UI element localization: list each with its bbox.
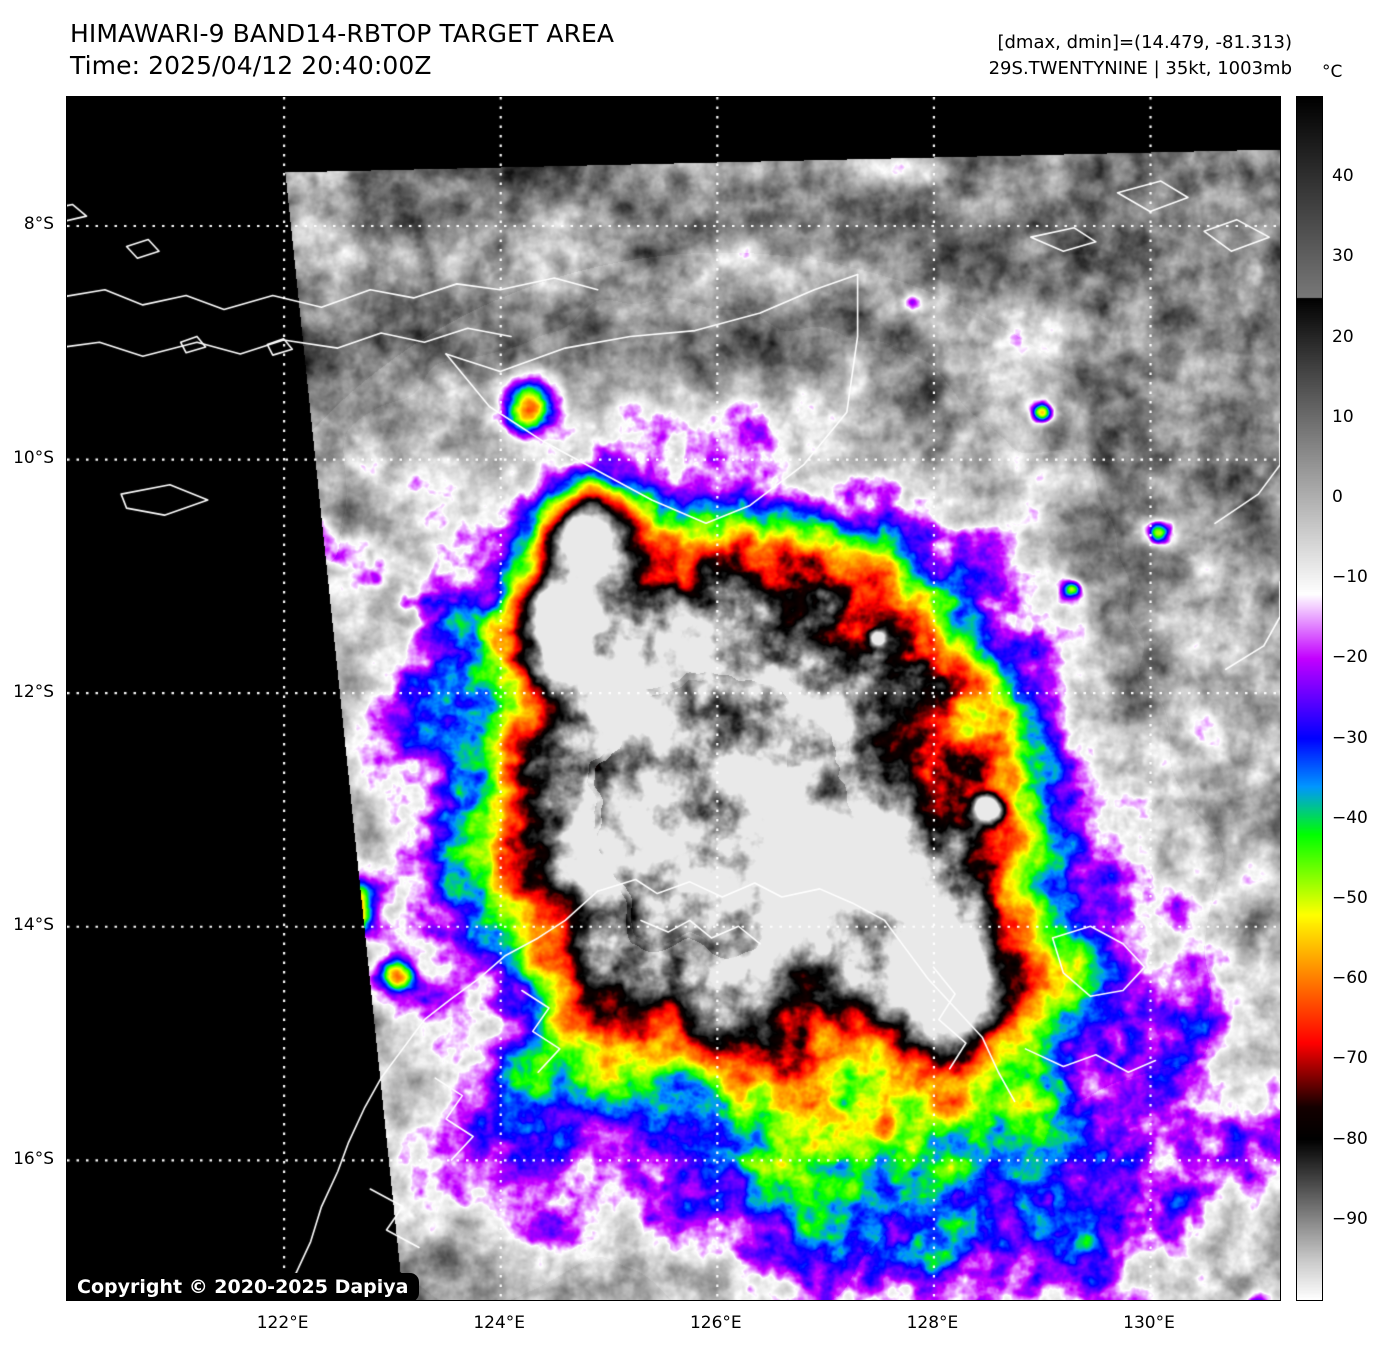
y-tick-label: 14°S	[13, 915, 54, 936]
x-tick-label: 126°E	[689, 1313, 742, 1333]
y-tick-label: 10°S	[13, 448, 54, 469]
copyright-badge: Copyright © 2020-2025 Dapiya	[67, 1273, 420, 1300]
map-gridlines-canvas	[67, 97, 1280, 1300]
colorbar-tick-label: 30	[1332, 246, 1354, 267]
colorbar-tick-label: −70	[1332, 1048, 1368, 1069]
colorbar-tick-label: −60	[1332, 968, 1368, 989]
x-tick-label: 122°E	[256, 1313, 309, 1333]
title-block: HIMAWARI-9 BAND14-RBTOP TARGET AREA Time…	[70, 18, 614, 82]
colorbar-tick-label: 20	[1332, 326, 1354, 347]
y-tick-label: 8°S	[23, 214, 54, 235]
colorbar-tick-label: 0	[1332, 487, 1343, 507]
y-tick-label: 12°S	[13, 681, 54, 702]
colorbar-tick-label: −10	[1332, 567, 1368, 588]
metadata-block: [dmax, dmin]=(14.479, -81.313) 29S.TWENT…	[989, 30, 1292, 82]
x-tick-label: 128°E	[906, 1313, 959, 1333]
colorbar-tick-label: −20	[1332, 647, 1368, 668]
page-title: HIMAWARI-9 BAND14-RBTOP TARGET AREA	[70, 19, 615, 48]
colorbar-tick-label: −40	[1332, 807, 1368, 828]
colorbar-tick-label: −90	[1332, 1208, 1368, 1229]
colorbar-tick-label: 10	[1332, 406, 1354, 427]
satellite-image-plot[interactable]: Copyright © 2020-2025 Dapiya	[66, 96, 1281, 1301]
x-tick-label: 124°E	[473, 1313, 526, 1333]
colorbar[interactable]	[1296, 96, 1323, 1301]
colorbar-tick-label: −50	[1332, 888, 1368, 908]
colorbar-unit-label: °C	[1322, 62, 1343, 82]
colorbar-tick-label: −80	[1332, 1128, 1368, 1149]
colorbar-tick-label: −30	[1332, 727, 1368, 748]
dmax-dmin-label: [dmax, dmin]=(14.479, -81.313)	[997, 32, 1292, 53]
timestamp-label: Time: 2025/04/12 20:40:00Z	[70, 51, 432, 80]
colorbar-gradient-canvas	[1297, 97, 1322, 1300]
colorbar-tick-label: 40	[1332, 166, 1354, 187]
storm-info-label: 29S.TWENTYNINE | 35kt, 1003mb	[988, 58, 1292, 79]
y-tick-label: 16°S	[13, 1148, 54, 1169]
x-tick-label: 130°E	[1123, 1313, 1175, 1333]
